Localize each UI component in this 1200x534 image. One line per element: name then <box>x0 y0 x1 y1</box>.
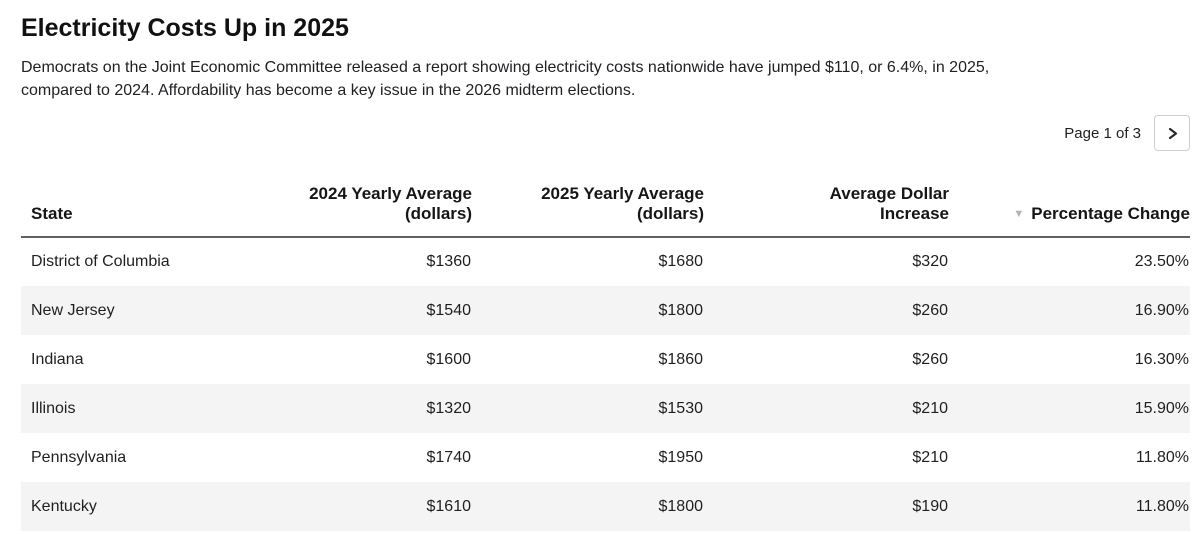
value-cell: $1950 <box>658 448 704 466</box>
value-cell: $210 <box>912 448 948 466</box>
value-cell: $210 <box>912 399 948 417</box>
value-cell: 16.90% <box>1134 301 1189 319</box>
column-header-2025-average[interactable]: 2025 Yearly Average (dollars) <box>472 166 704 238</box>
value-cell: $1800 <box>658 497 704 515</box>
column-header-state[interactable]: State <box>21 166 261 238</box>
value-cell: $190 <box>912 497 948 515</box>
table-row: Pennsylvania $1740 $1950 $210 11.80% <box>21 433 1190 482</box>
value-cell: 11.80% <box>1135 497 1189 515</box>
value-cell: 23.50% <box>1134 253 1189 270</box>
value-cell: $1530 <box>658 399 704 417</box>
table-row: Kentucky $1610 $1800 $190 11.80% <box>21 482 1190 531</box>
value-cell: $1860 <box>658 350 704 368</box>
page-indicator: Page 1 of 3 <box>1064 124 1141 142</box>
value-cell: $1540 <box>426 301 472 319</box>
value-cell: $1360 <box>426 253 472 270</box>
page-title: Electricity Costs Up in 2025 <box>21 14 349 42</box>
value-cell: $320 <box>912 253 948 270</box>
value-cell: $260 <box>912 350 948 368</box>
column-header-percentage-change[interactable]: ▼ Percentage Change <box>949 166 1190 238</box>
table-header-row: State 2024 Yearly Average (dollars) 2025… <box>21 166 1190 238</box>
value-cell: $1740 <box>426 448 472 466</box>
table-row: District of Columbia $1360 $1680 $320 23… <box>21 237 1190 286</box>
chevron-right-icon <box>1166 127 1179 140</box>
table-row: New Jersey $1540 $1800 $260 16.90% <box>21 286 1190 335</box>
value-cell: $1680 <box>658 253 704 270</box>
value-cell: 15.90% <box>1134 399 1189 417</box>
table-row: Illinois $1320 $1530 $210 15.90% <box>21 384 1190 433</box>
state-cell: Pennsylvania <box>31 448 127 466</box>
sort-descending-icon: ▼ <box>1013 208 1025 220</box>
value-cell: $1320 <box>426 399 472 417</box>
value-cell: 11.80% <box>1135 448 1189 466</box>
next-page-button[interactable] <box>1154 115 1190 151</box>
value-cell: $1610 <box>426 497 472 515</box>
data-table: State 2024 Yearly Average (dollars) 2025… <box>21 166 1190 531</box>
state-cell: Indiana <box>31 350 84 368</box>
column-header-2024-average[interactable]: 2024 Yearly Average (dollars) <box>261 166 472 238</box>
table-row: Indiana $1600 $1860 $260 16.30% <box>21 335 1190 384</box>
state-cell: District of Columbia <box>31 253 170 270</box>
subtitle: Democrats on the Joint Economic Committe… <box>21 59 990 99</box>
value-cell: $260 <box>912 301 948 319</box>
value-cell: $1600 <box>426 350 472 368</box>
pagination: Page 1 of 3 <box>21 115 1190 151</box>
value-cell: 16.30% <box>1134 350 1189 368</box>
state-cell: Illinois <box>31 399 76 417</box>
column-header-dollar-increase[interactable]: Average Dollar Increase <box>704 166 949 238</box>
state-cell: New Jersey <box>31 301 115 319</box>
state-cell: Kentucky <box>31 497 97 515</box>
value-cell: $1800 <box>658 301 704 319</box>
